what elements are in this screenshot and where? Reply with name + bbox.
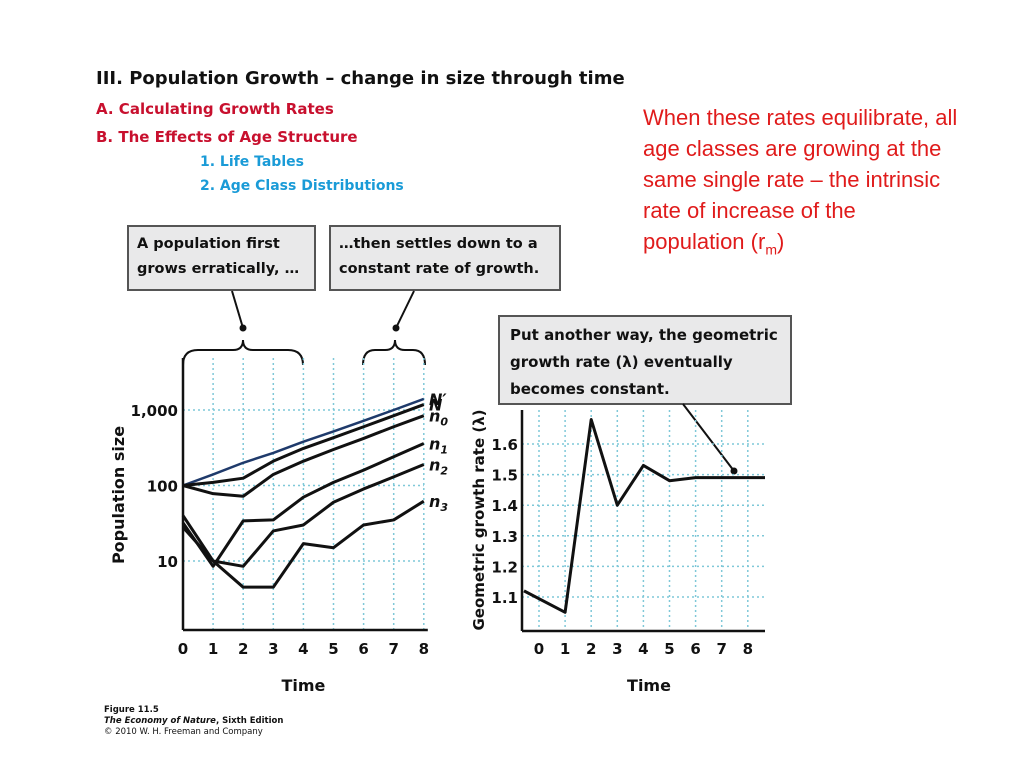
left-y-tick-label: 10 — [157, 553, 178, 571]
series-label-N′: N′ — [429, 390, 447, 409]
right-x-axis-title: Time — [627, 676, 671, 695]
pointer-dot-middle — [392, 324, 400, 332]
left-x-tick-label: 7 — [388, 640, 398, 658]
right-x-tick-label: 2 — [586, 640, 596, 658]
figure-book: The Economy of Nature, Sixth Edition — [104, 716, 283, 727]
pointer-line-right — [682, 403, 735, 472]
book-title: The Economy of Nature — [104, 716, 216, 726]
book-edition: , Sixth Edition — [215, 716, 284, 726]
left-x-tick-label: 1 — [208, 640, 218, 658]
left-y-axis-title: Population size — [109, 426, 128, 564]
left-x-tick-label: 6 — [358, 640, 368, 658]
series-label-N: N — [429, 396, 443, 415]
lambda-series-line — [523, 418, 765, 614]
right-chart-labels: 0 1 2 3 4 5 6 7 8 1.1 1.2 1.3 1.4 1.5 1.6 Time Geometric… — [470, 409, 753, 695]
pointer-dot-left — [239, 324, 247, 332]
series-line-N′ — [182, 397, 425, 487]
series-line-n1 — [181, 442, 425, 568]
subheading-b: B. The Effects of Age Structure — [96, 128, 358, 146]
right-x-tick-label: 3 — [612, 640, 622, 658]
left-x-axis-title: Time — [281, 676, 325, 695]
right-x-tick-label: 5 — [664, 640, 674, 658]
series-line-N — [182, 403, 425, 487]
left-x-tick-label: 5 — [328, 640, 338, 658]
left-x-tick-label: 3 — [268, 640, 278, 658]
left-x-tick-label: 2 — [238, 640, 248, 658]
series-label-n3: n3 — [429, 492, 448, 514]
right-x-tick-label: 7 — [716, 640, 726, 658]
figure-credit: Figure 11.5 The Economy of Nature, Sixth… — [104, 705, 283, 738]
pointer-line-middle — [395, 290, 415, 329]
right-x-tick-label: 8 — [743, 640, 753, 658]
brace-left — [182, 339, 304, 366]
right-x-tick-label: 0 — [534, 640, 544, 658]
pointer-dot-right — [730, 467, 738, 475]
left-x-tick-label: 4 — [298, 640, 308, 658]
right-y-tick-label: 1.5 — [491, 467, 518, 485]
right-y-tick-label: 1.4 — [491, 497, 518, 515]
right-y-tick-label: 1.1 — [491, 589, 518, 607]
callout-geometric-rate: Put another way, the geometric growth ra… — [498, 315, 792, 405]
left-chart-series — [181, 397, 425, 589]
right-chart-series — [523, 418, 765, 614]
right-x-tick-label: 6 — [690, 640, 700, 658]
braces-and-pointers — [182, 290, 735, 472]
series-label-n1: n1 — [429, 434, 448, 456]
pointer-line-left — [231, 290, 244, 329]
series-label-n2: n2 — [429, 455, 448, 477]
note-subscript: m — [765, 241, 777, 258]
slide-heading: III. Population Growth – change in size … — [96, 68, 625, 89]
figure-copyright: © 2010 W. H. Freeman and Company — [104, 727, 263, 737]
figure-number: Figure 11.5 — [104, 705, 159, 715]
series-label-n0: n0 — [429, 407, 448, 429]
left-x-tick-label: 0 — [178, 640, 188, 658]
callout-constant-growth: …then settles down to a constant rate of… — [329, 225, 561, 291]
right-chart-axes — [520, 410, 765, 633]
note-body: When these rates equilibrate, all age cl… — [643, 105, 958, 254]
right-y-axis-title: Geometric growth rate (λ) — [470, 409, 488, 630]
series-line-n0 — [182, 414, 425, 498]
left-chart-grid — [183, 358, 425, 630]
note-text: When these rates equilibrate, all age cl… — [643, 102, 963, 265]
subheading-a: A. Calculating Growth Rates — [96, 100, 334, 118]
right-y-tick-label: 1.2 — [491, 558, 518, 576]
left-chart-labels: 0 1 2 3 4 5 6 7 8 10 100 1,000 Time Population size N′… — [109, 390, 448, 695]
left-y-tick-label: 100 — [147, 478, 178, 496]
right-x-tick-label: 4 — [638, 640, 648, 658]
right-y-tick-label: 1.6 — [491, 436, 518, 454]
item-age-class-distributions: 2. Age Class Distributions — [200, 178, 404, 194]
series-line-n2 — [181, 463, 425, 568]
right-x-tick-label: 1 — [560, 640, 570, 658]
right-y-tick-label: 1.3 — [491, 528, 518, 546]
left-chart-axes — [181, 358, 428, 632]
series-line-n3 — [181, 499, 425, 589]
left-x-tick-label: 8 — [419, 640, 429, 658]
note-close: ) — [776, 229, 785, 254]
right-chart-grid — [522, 410, 765, 631]
left-y-tick-label: 1,000 — [131, 402, 178, 420]
brace-right — [362, 339, 426, 366]
callout-erratic-growth: A population first grows erratically, … — [127, 225, 316, 291]
item-life-tables: 1. Life Tables — [200, 154, 304, 170]
